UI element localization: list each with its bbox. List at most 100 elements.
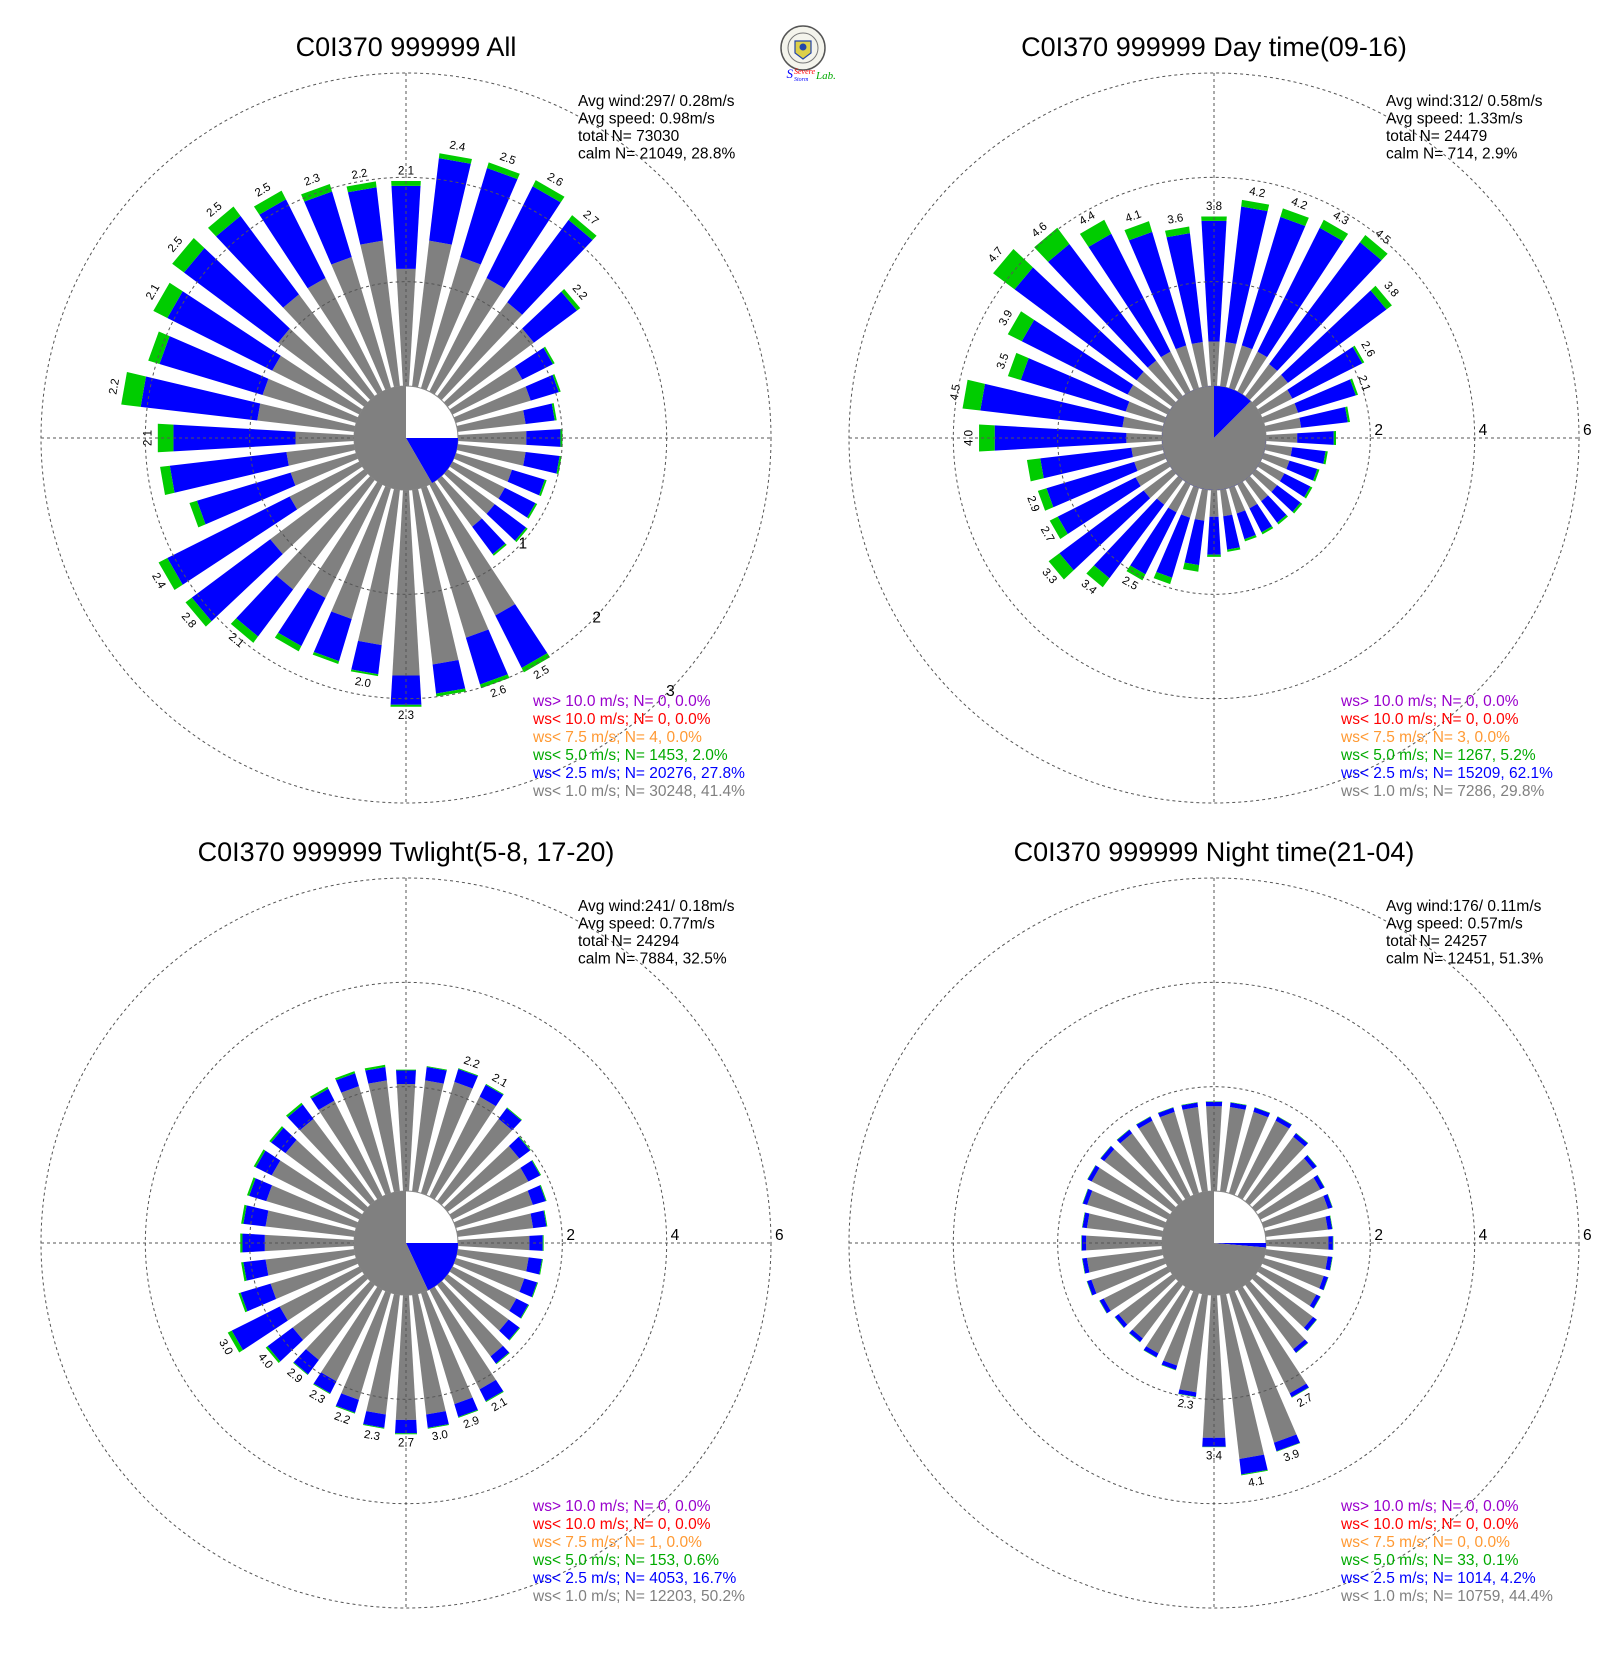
bar-segment-170deg-3 <box>1227 547 1241 552</box>
bar-segment-40deg-1 <box>437 1118 513 1206</box>
calm-disk-grey-sector <box>354 386 432 490</box>
bar-segment-10deg-2 <box>1225 206 1268 344</box>
bar-segment-120deg-3 <box>1304 486 1313 499</box>
bar-segment-80deg-2 <box>1299 407 1348 428</box>
bar-segment-120deg-2 <box>1309 1294 1321 1309</box>
bar-segment-320deg-3 <box>207 206 241 237</box>
bar-total-label: 4.2 <box>1290 196 1309 213</box>
bar-segment-350deg-1 <box>1191 341 1208 388</box>
bar-segment-20deg-1 <box>1228 345 1253 391</box>
legend-entry: ws< 10.0 m/s; N= 0, 0.0% <box>532 1516 711 1533</box>
bar-segment-140deg-3 <box>1295 1342 1309 1354</box>
bar-segment-240deg-1 <box>1103 1266 1171 1311</box>
bar-segment-50deg-1 <box>443 1146 520 1212</box>
bar-segment-40deg-3 <box>568 215 597 240</box>
bar-segment-310deg-1 <box>278 328 369 407</box>
legend-entry: ws< 5.0 m/s; N= 1453, 2.0% <box>532 747 728 764</box>
bar-segment-10deg-1 <box>1220 1106 1246 1193</box>
bar-segment-200deg-1 <box>341 1290 392 1400</box>
bar-segment-150deg-1 <box>429 1286 496 1390</box>
bar-segment-70deg-2 <box>527 1185 546 1205</box>
bar-segment-220deg-2 <box>1129 1329 1143 1343</box>
bar-segment-80deg-1 <box>456 1213 534 1237</box>
bar-segment-20deg-3 <box>458 1068 479 1077</box>
legend-entry: ws< 7.5 m/s; N= 1, 0.0% <box>532 1534 702 1551</box>
bar-total-label: 3.9 <box>1282 1448 1301 1465</box>
bar-segment-300deg-2 <box>167 291 281 371</box>
ring-tick-label: 6 <box>1583 1227 1592 1244</box>
bar-segment-250deg-2 <box>1046 461 1138 508</box>
bar-segment-230deg-3 <box>1048 553 1074 580</box>
bar-segment-100deg-2 <box>1325 1256 1333 1271</box>
bar-segment-200deg-3 <box>1161 1364 1176 1371</box>
bar-segment-30deg-2 <box>1257 227 1344 358</box>
bar-total-label: 2.7 <box>1038 525 1056 545</box>
bar-segment-240deg-2 <box>167 496 298 585</box>
bar-segment-40deg-2 <box>507 219 593 315</box>
bar-segment-300deg-3 <box>1087 1165 1096 1180</box>
bar-segment-40deg-3 <box>1295 1132 1309 1144</box>
bar-segment-0deg-2 <box>391 185 421 269</box>
bar-segment-210deg-3 <box>274 632 302 652</box>
bar-segment-190deg-3 <box>1178 1393 1196 1398</box>
bar-segment-160deg-2 <box>454 1397 478 1418</box>
bar-segment-150deg-1 <box>1237 481 1258 509</box>
bar-total-label: 2.0 <box>354 676 372 691</box>
bar-segment-160deg-2 <box>1236 510 1256 540</box>
bar-segment-150deg-1 <box>1237 1286 1307 1394</box>
bar-segment-120deg-1 <box>449 461 505 499</box>
bar-total-label: 2.6 <box>489 684 508 701</box>
bar-segment-160deg-3 <box>458 1409 479 1418</box>
bar-segment-20deg-2 <box>460 168 518 265</box>
bar-segment-330deg-3 <box>1079 219 1112 247</box>
bar-segment-330deg-3 <box>1136 1116 1151 1125</box>
bar-segment-240deg-1 <box>1135 461 1171 487</box>
bar-segment-340deg-3 <box>1157 1107 1174 1114</box>
bar-segment-170deg-2 <box>1239 1454 1268 1475</box>
bar-segment-280deg-1 <box>1086 1213 1164 1237</box>
bar-segment-100deg-1 <box>1264 1249 1328 1270</box>
legend-entry: ws< 1.0 m/s; N= 10759, 44.4% <box>1340 1588 1553 1605</box>
bar-segment-10deg-2 <box>425 1067 447 1084</box>
ring-tick-label: 2 <box>592 609 601 626</box>
bar-segment-70deg-2 <box>525 374 559 401</box>
bar-segment-160deg-2 <box>1273 1434 1301 1452</box>
bar-segment-350deg-2 <box>1181 1102 1199 1110</box>
bar-segment-340deg-1 <box>341 1086 392 1196</box>
bar-segment-300deg-1 <box>271 1160 363 1220</box>
bar-segment-90deg-2 <box>1297 431 1334 445</box>
bar-total-label: 3.9 <box>997 308 1015 328</box>
bar-segment-190deg-1 <box>1194 488 1208 521</box>
info-line: total N= 73030 <box>578 128 680 145</box>
bar-segment-260deg-3 <box>160 465 175 495</box>
bar-segment-160deg-1 <box>1228 1290 1297 1443</box>
bar-segment-190deg-3 <box>1183 562 1200 572</box>
ring-tick-label: 3 <box>666 683 675 700</box>
bar-segment-120deg-2 <box>1279 473 1311 498</box>
bar-segment-270deg-3 <box>979 424 995 452</box>
bar-segment-190deg-2 <box>351 640 382 675</box>
bar-segment-80deg-3 <box>1329 1215 1333 1230</box>
bar-segment-260deg-3 <box>1026 458 1044 482</box>
bar-segment-100deg-2 <box>526 1257 543 1275</box>
bar-segment-240deg-3 <box>227 1330 243 1353</box>
bar-segment-280deg-2 <box>980 383 1125 428</box>
bar-segment-170deg-1 <box>1220 488 1233 517</box>
bar-segment-190deg-3 <box>362 1424 385 1429</box>
bar-segment-80deg-1 <box>1264 1216 1328 1237</box>
bar-segment-310deg-1 <box>1136 371 1177 407</box>
logo-text-severe: S <box>787 66 794 81</box>
bar-segment-110deg-1 <box>453 1257 525 1292</box>
bar-segment-160deg-1 <box>420 485 489 638</box>
bar-segment-310deg-1 <box>285 1139 369 1212</box>
bar-segment-50deg-3 <box>1370 285 1392 310</box>
legend-entry: ws> 10.0 m/s; N= 0, 0.0% <box>1340 1498 1519 1515</box>
bar-segment-70deg-3 <box>540 1184 547 1202</box>
bar-total-label: 3.6 <box>1167 212 1185 227</box>
bar-segment-220deg-3 <box>230 618 259 643</box>
bar-segment-190deg-1 <box>366 1293 400 1415</box>
bar-segment-310deg-3 <box>1100 1145 1112 1159</box>
bar-segment-230deg-1 <box>1118 1274 1177 1325</box>
bar-segment-80deg-3 <box>543 1210 548 1227</box>
calm-disk-grey-sector <box>1161 386 1266 491</box>
